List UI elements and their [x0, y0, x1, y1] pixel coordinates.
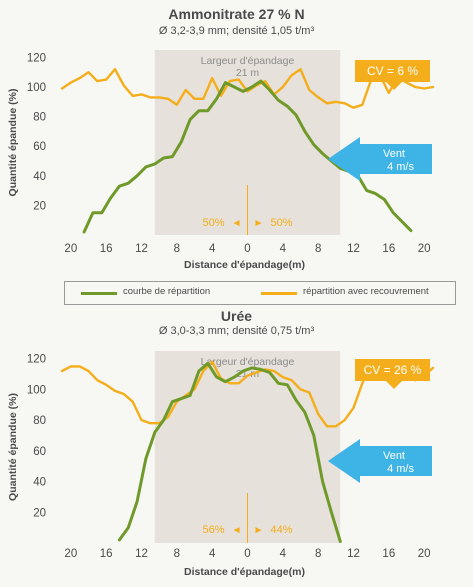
- y-axis-label: Quantité épandue (%): [7, 393, 19, 501]
- chart-subtitle-uree: Ø 3,0-3,3 mm; densité 0,75 t/m³: [158, 325, 315, 337]
- y-tick-label: 60: [33, 141, 46, 153]
- legend-label-repartition: courbe de répartition: [123, 286, 211, 297]
- y-tick-label: 120: [27, 354, 46, 366]
- x-tick-label: 4: [280, 243, 287, 255]
- x-tick-label: 8: [174, 548, 180, 560]
- y-tick-label: 80: [33, 415, 46, 427]
- x-tick-label: 16: [100, 548, 113, 560]
- x-tick-label: 20: [418, 548, 431, 560]
- split-left-percent: 50%: [202, 217, 224, 229]
- arrow-left-icon: ◄: [232, 218, 242, 229]
- x-tick-label: 12: [347, 243, 360, 255]
- x-tick-label: 16: [100, 243, 113, 255]
- x-tick-label: 20: [64, 243, 77, 255]
- y-tick-label: 20: [33, 200, 46, 212]
- x-tick-label: 4: [209, 243, 216, 255]
- x-tick-label: 12: [135, 243, 148, 255]
- zone-label: Largeur d'épandage: [201, 55, 295, 67]
- chart-subtitle-ammonitrate: Ø 3,2-3,9 mm; densité 1,05 t/m³: [158, 25, 315, 37]
- x-tick-label: 20: [418, 243, 431, 255]
- y-tick-label: 20: [33, 507, 46, 519]
- legend-label-recouvrement: répartition avec recouvrement: [303, 286, 429, 297]
- y-axis-label: Quantité épandue (%): [7, 89, 19, 197]
- cv-label: CV = 6 %: [367, 64, 418, 78]
- y-tick-label: 40: [33, 477, 46, 489]
- y-tick-label: 40: [33, 171, 46, 183]
- x-tick-label: 8: [174, 243, 180, 255]
- x-axis-label: Distance d'épandage(m): [184, 566, 305, 578]
- split-right-percent: 44%: [271, 524, 293, 536]
- y-tick-label: 80: [33, 112, 46, 124]
- x-axis-label: Distance d'épandage(m): [184, 259, 305, 271]
- x-tick-label: 8: [315, 548, 321, 560]
- x-tick-label: 20: [64, 548, 77, 560]
- arrow-right-icon: ►: [254, 218, 264, 229]
- arrow-left-icon: ◄: [232, 525, 242, 536]
- y-tick-label: 120: [27, 52, 46, 64]
- legend-swatch-repartition: [81, 292, 117, 295]
- x-tick-label: 12: [135, 548, 148, 560]
- split-right-percent: 50%: [271, 217, 293, 229]
- series-repartition-line: [117, 361, 342, 543]
- cv-label: CV = 26 %: [364, 363, 422, 377]
- x-tick-label: 0: [244, 243, 250, 255]
- x-tick-label: 4: [209, 548, 216, 560]
- wind-label: Vent: [383, 148, 405, 160]
- x-tick-label: 8: [315, 243, 321, 255]
- x-tick-label: 4: [280, 548, 287, 560]
- zone-width-value: 21 m: [236, 67, 260, 79]
- chart-title-uree: Urée: [220, 308, 253, 324]
- x-tick-label: 0: [244, 548, 250, 560]
- y-tick-label: 100: [27, 384, 46, 396]
- wind-arrow-icon: [328, 137, 432, 181]
- x-tick-label: 16: [382, 243, 395, 255]
- y-tick-label: 60: [33, 446, 46, 458]
- cv-callout-box: [355, 60, 430, 90]
- arrow-right-icon: ►: [254, 525, 264, 536]
- legend: courbe de répartition répartition avec r…: [64, 281, 456, 305]
- cv-callout-box: [355, 359, 430, 389]
- zone-label: Largeur d'épandage: [201, 356, 295, 368]
- wind-label: Vent: [383, 450, 405, 462]
- chart-title-ammonitrate: Ammonitrate 27 % N: [168, 6, 305, 22]
- x-tick-label: 16: [382, 548, 395, 560]
- wind-speed: 4 m/s: [387, 463, 414, 475]
- wind-speed: 4 m/s: [387, 161, 414, 173]
- split-left-percent: 56%: [202, 524, 224, 536]
- legend-swatch-recouvrement: [261, 292, 297, 295]
- wind-arrow-icon: [328, 439, 432, 483]
- x-tick-label: 12: [347, 548, 360, 560]
- y-tick-label: 100: [27, 82, 46, 94]
